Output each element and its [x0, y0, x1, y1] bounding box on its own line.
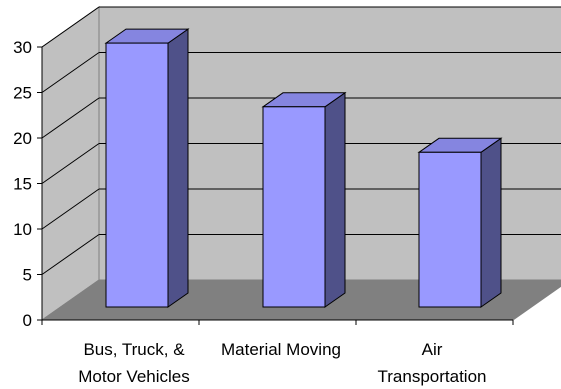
x-category-label: Transportation [378, 367, 487, 386]
x-category-labels: Bus, Truck, & Motor Vehicles Material Movi… [78, 340, 486, 386]
y-tick-label: 20 [13, 129, 32, 148]
bar-front [262, 106, 326, 308]
x-category-label: Bus, Truck, & [83, 340, 185, 359]
bars [104, 28, 503, 308]
bar-0 [104, 28, 190, 308]
gridline-side [41, 234, 100, 275]
y-tick-label: 15 [13, 175, 32, 194]
bar-front [105, 42, 169, 308]
bar-side [167, 28, 189, 308]
gridline-side [41, 188, 100, 230]
bar-front [418, 151, 482, 308]
bar-1 [261, 91, 347, 308]
gridline-side [41, 6, 100, 48]
x-category-label: Material Moving [221, 340, 341, 359]
gridline-side [41, 52, 100, 93]
bar-side [324, 91, 346, 308]
x-category-label: Motor Vehicles [78, 367, 190, 386]
gridline-side [41, 143, 100, 184]
axes [37, 46, 514, 325]
bar-2 [417, 137, 503, 308]
y-tick-label: 5 [23, 266, 32, 285]
x-category-label: Air [422, 340, 443, 359]
y-tick-label: 25 [13, 84, 32, 103]
y-tick-labels: 0 5 10 15 20 25 30 [13, 38, 32, 330]
y-tick-label: 0 [23, 311, 32, 330]
bar-side [480, 137, 502, 308]
y-tick-label: 10 [13, 220, 32, 239]
gridline-side [41, 97, 100, 139]
y-tick-label: 30 [13, 38, 32, 57]
